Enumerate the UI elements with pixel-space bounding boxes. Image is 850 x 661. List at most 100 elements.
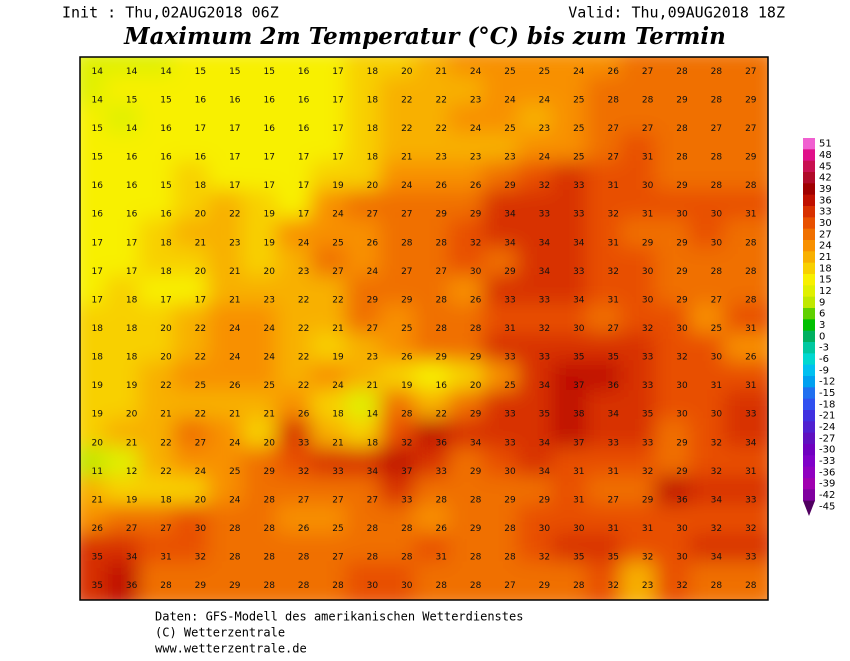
temp-label: 29 — [642, 238, 654, 248]
temp-label: 18 — [367, 95, 379, 105]
temp-label: 17 — [195, 295, 206, 305]
temp-label: 22 — [401, 124, 412, 134]
temp-label: 30 — [676, 324, 688, 334]
temp-label: 20 — [367, 181, 379, 191]
colorbar-label: -15 — [819, 388, 835, 399]
temp-label: 29 — [401, 295, 413, 305]
temp-label: 32 — [642, 553, 653, 563]
temp-label: 28 — [711, 95, 723, 105]
temp-label: 18 — [160, 267, 172, 277]
temp-label: 30 — [642, 181, 654, 191]
temp-label: 29 — [504, 267, 516, 277]
temp-label: 31 — [745, 324, 756, 334]
temp-label: 28 — [745, 581, 757, 591]
temp-label: 25 — [573, 95, 584, 105]
temp-label: 21 — [195, 238, 206, 248]
colorbar-segment — [803, 353, 815, 366]
temp-label: 17 — [332, 67, 343, 77]
colorbar-segment — [803, 240, 815, 252]
temp-label: 22 — [160, 467, 171, 477]
temp-label: 30 — [401, 581, 413, 591]
temp-label: 28 — [676, 124, 688, 134]
temp-label: 22 — [435, 95, 446, 105]
colorbar-segment — [803, 194, 815, 207]
temp-label: 25 — [229, 467, 240, 477]
temp-label: 26 — [470, 181, 482, 191]
colorbar-label: 39 — [819, 184, 832, 195]
temp-label: 28 — [676, 153, 688, 163]
temp-label: 34 — [539, 438, 551, 448]
temp-cell — [723, 561, 768, 600]
colorbar-label: -24 — [819, 422, 835, 433]
temp-label: 32 — [607, 267, 618, 277]
footer-source: Daten: GFS-Modell des amerikanischen Wet… — [155, 610, 523, 624]
temp-label: 33 — [642, 381, 653, 391]
temp-label: 20 — [470, 381, 482, 391]
temp-label: 20 — [195, 210, 207, 220]
temp-label: 16 — [126, 153, 138, 163]
temp-label: 34 — [539, 381, 551, 391]
temp-label: 26 — [298, 524, 310, 534]
temp-label: 33 — [745, 495, 756, 505]
temp-label: 30 — [676, 553, 688, 563]
temp-label: 28 — [401, 553, 413, 563]
temp-label: 28 — [745, 267, 757, 277]
colorbar-segment — [803, 172, 815, 184]
temp-label: 23 — [539, 124, 550, 134]
temp-label: 27 — [367, 495, 378, 505]
temp-label: 17 — [298, 210, 309, 220]
temp-label: 33 — [504, 353, 515, 363]
temp-label: 31 — [435, 553, 446, 563]
temp-label: 31 — [607, 524, 618, 534]
colorbar-segment — [803, 251, 815, 264]
temp-label: 27 — [607, 495, 618, 505]
colorbar-label: -6 — [819, 354, 829, 365]
colorbar-label: 3 — [819, 320, 825, 331]
temp-label: 15 — [160, 181, 171, 191]
temp-label: 28 — [401, 238, 413, 248]
temp-label: 31 — [573, 467, 584, 477]
temp-label: 29 — [539, 495, 551, 505]
temp-label: 18 — [126, 353, 138, 363]
temp-label: 20 — [401, 67, 413, 77]
temp-label: 16 — [263, 124, 275, 134]
colorbar-segment — [803, 330, 815, 343]
temp-label: 28 — [367, 524, 379, 534]
colorbar-label: 33 — [819, 207, 832, 218]
temp-label: 29 — [470, 524, 482, 534]
colorbar-label: -33 — [819, 456, 835, 467]
colorbar-label: 48 — [819, 150, 832, 161]
temp-label: 33 — [573, 210, 584, 220]
temp-label: 18 — [367, 153, 379, 163]
temp-label: 31 — [642, 210, 653, 220]
temp-label: 15 — [160, 95, 171, 105]
colorbar-segment — [803, 455, 815, 468]
temp-label: 33 — [504, 438, 515, 448]
temp-label: 29 — [470, 467, 482, 477]
valid-time: Valid: Thu,09AUG2018 18Z — [568, 4, 785, 22]
temp-label: 36 — [126, 581, 138, 591]
temp-label: 28 — [607, 95, 619, 105]
temp-label: 16 — [126, 181, 138, 191]
temp-label: 24 — [401, 181, 413, 191]
temp-label: 17 — [126, 267, 137, 277]
temp-label: 31 — [573, 495, 584, 505]
temp-label: 30 — [573, 524, 585, 534]
temp-label: 25 — [263, 381, 274, 391]
temp-label: 28 — [263, 581, 275, 591]
temp-label: 22 — [435, 124, 446, 134]
temp-label: 17 — [229, 124, 240, 134]
temp-label: 23 — [435, 153, 446, 163]
temp-label: 34 — [573, 238, 585, 248]
temp-label: 27 — [607, 153, 618, 163]
temp-label: 11 — [91, 467, 102, 477]
temp-label: 25 — [195, 381, 206, 391]
colorbar-label: -12 — [819, 377, 835, 388]
temp-label: 29 — [435, 353, 447, 363]
temp-label: 24 — [332, 210, 344, 220]
temp-label: 33 — [745, 410, 756, 420]
temp-label: 17 — [91, 267, 102, 277]
temp-label: 28 — [435, 295, 447, 305]
temp-label: 23 — [504, 153, 515, 163]
temp-label: 27 — [711, 124, 722, 134]
